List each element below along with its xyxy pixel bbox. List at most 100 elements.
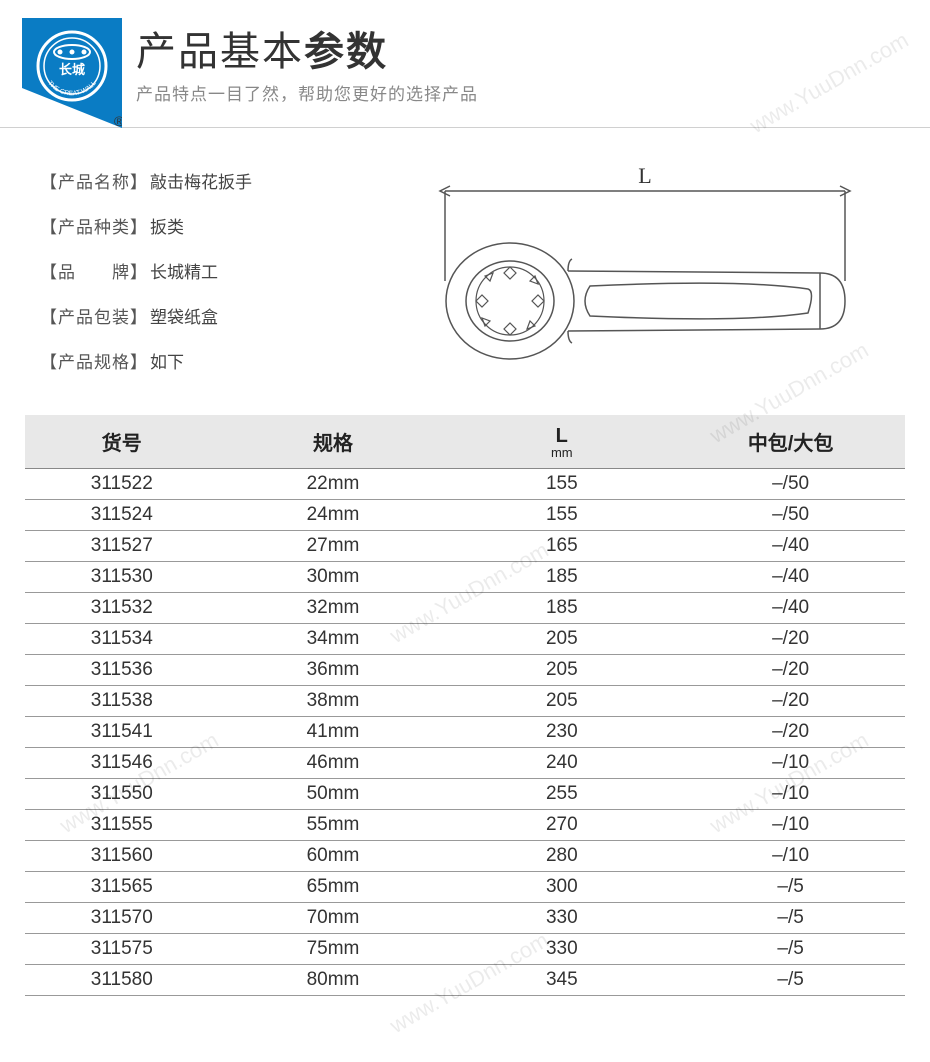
cell-pack: –/20 (676, 686, 905, 717)
cell-pack: –/50 (676, 469, 905, 500)
cell-spec: 32mm (219, 593, 448, 624)
cell-sku: 311565 (25, 872, 219, 903)
cell-pack: –/5 (676, 965, 905, 996)
cell-spec: 24mm (219, 500, 448, 531)
cell-len: 330 (447, 903, 676, 934)
info-label: 【产品包装】 (40, 303, 150, 328)
cell-pack: –/10 (676, 779, 905, 810)
cell-spec: 75mm (219, 934, 448, 965)
cell-spec: 34mm (219, 624, 448, 655)
cell-spec: 70mm (219, 903, 448, 934)
cell-pack: –/5 (676, 934, 905, 965)
cell-pack: –/20 (676, 624, 905, 655)
table-row: 31155555mm270–/10 (25, 810, 905, 841)
table-row: 31153232mm185–/40 (25, 593, 905, 624)
cell-pack: –/10 (676, 810, 905, 841)
table-row: 31158080mm345–/5 (25, 965, 905, 996)
info-diagram-section: 【产品名称】 敲击梅花扳手 【产品种类】 扳类 【品 牌】 长城精工 【产品包装… (0, 128, 930, 393)
cell-spec: 60mm (219, 841, 448, 872)
info-row: 【产品包装】 塑袋纸盒 (40, 293, 340, 338)
table-row: 31153434mm205–/20 (25, 624, 905, 655)
table-row: 31157070mm330–/5 (25, 903, 905, 934)
cell-len: 185 (447, 593, 676, 624)
cell-sku: 311536 (25, 655, 219, 686)
cell-sku: 311534 (25, 624, 219, 655)
product-info-list: 【产品名称】 敲击梅花扳手 【产品种类】 扳类 【品 牌】 长城精工 【产品包装… (40, 158, 340, 383)
cell-sku: 311546 (25, 748, 219, 779)
cell-pack: –/20 (676, 655, 905, 686)
cell-pack: –/40 (676, 531, 905, 562)
cell-len: 205 (447, 686, 676, 717)
cell-sku: 311575 (25, 934, 219, 965)
cell-sku: 311532 (25, 593, 219, 624)
cell-len: 240 (447, 748, 676, 779)
cell-sku: 311580 (25, 965, 219, 996)
table-row: 31153030mm185–/40 (25, 562, 905, 593)
cell-spec: 65mm (219, 872, 448, 903)
cell-len: 270 (447, 810, 676, 841)
info-row: 【产品种类】 扳类 (40, 203, 340, 248)
table-row: 31156060mm280–/10 (25, 841, 905, 872)
table-row: 31153838mm205–/20 (25, 686, 905, 717)
col-header-len: Lmm (447, 415, 676, 469)
cell-len: 255 (447, 779, 676, 810)
cell-spec: 22mm (219, 469, 448, 500)
logo-cn-text: 长城 (59, 62, 85, 77)
info-label: 【产品种类】 (40, 213, 150, 238)
cell-sku: 311555 (25, 810, 219, 841)
cell-len: 155 (447, 469, 676, 500)
table-row: 31154646mm240–/10 (25, 748, 905, 779)
info-value: 扳类 (150, 213, 184, 238)
spec-table-body: 31152222mm155–/5031152424mm155–/50311527… (25, 469, 905, 996)
page-subtitle: 产品特点一目了然，帮助您更好的选择产品 (136, 80, 478, 105)
page-title: 产品基本参数 (136, 32, 478, 72)
cell-sku: 311527 (25, 531, 219, 562)
info-row: 【产品规格】 如下 (40, 338, 340, 383)
cell-pack: –/5 (676, 872, 905, 903)
col-header-sku: 货号 (25, 415, 219, 469)
page-header: 长城 THE GREAT WALL ® 产品基本参数 产品特点一目了然，帮助您更… (0, 0, 930, 128)
cell-len: 205 (447, 655, 676, 686)
cell-len: 185 (447, 562, 676, 593)
registered-mark: ® (114, 113, 122, 128)
cell-spec: 46mm (219, 748, 448, 779)
table-row: 31152727mm165–/40 (25, 531, 905, 562)
cell-sku: 311538 (25, 686, 219, 717)
cell-sku: 311530 (25, 562, 219, 593)
table-row: 31157575mm330–/5 (25, 934, 905, 965)
col-header-spec: 规格 (219, 415, 448, 469)
table-row: 31152222mm155–/50 (25, 469, 905, 500)
cell-sku: 311524 (25, 500, 219, 531)
table-row: 31152424mm155–/50 (25, 500, 905, 531)
col-header-pack: 中包/大包 (676, 415, 905, 469)
cell-sku: 311522 (25, 469, 219, 500)
cell-sku: 311550 (25, 779, 219, 810)
info-value: 长城精工 (150, 258, 218, 283)
product-diagram: L (370, 158, 890, 383)
cell-len: 165 (447, 531, 676, 562)
cell-spec: 80mm (219, 965, 448, 996)
cell-len: 330 (447, 934, 676, 965)
spec-table-head: 货号 规格 Lmm 中包/大包 (25, 415, 905, 469)
title-plain-part: 产品基本 (136, 30, 304, 74)
table-row: 31154141mm230–/20 (25, 717, 905, 748)
dim-label: L (638, 163, 651, 188)
cell-sku: 311570 (25, 903, 219, 934)
cell-spec: 27mm (219, 531, 448, 562)
cell-spec: 41mm (219, 717, 448, 748)
info-value: 塑袋纸盒 (150, 303, 218, 328)
cell-pack: –/10 (676, 841, 905, 872)
info-label: 【品 牌】 (40, 258, 150, 283)
brand-logo: 长城 THE GREAT WALL ® (22, 18, 122, 128)
cell-spec: 30mm (219, 562, 448, 593)
info-row: 【品 牌】 长城精工 (40, 248, 340, 293)
spec-table: 货号 规格 Lmm 中包/大包 31152222mm155–/503115242… (25, 415, 905, 996)
table-row: 31153636mm205–/20 (25, 655, 905, 686)
cell-spec: 55mm (219, 810, 448, 841)
cell-spec: 36mm (219, 655, 448, 686)
cell-len: 280 (447, 841, 676, 872)
cell-pack: –/20 (676, 717, 905, 748)
cell-pack: –/10 (676, 748, 905, 779)
cell-spec: 50mm (219, 779, 448, 810)
info-value: 敲击梅花扳手 (150, 168, 252, 193)
